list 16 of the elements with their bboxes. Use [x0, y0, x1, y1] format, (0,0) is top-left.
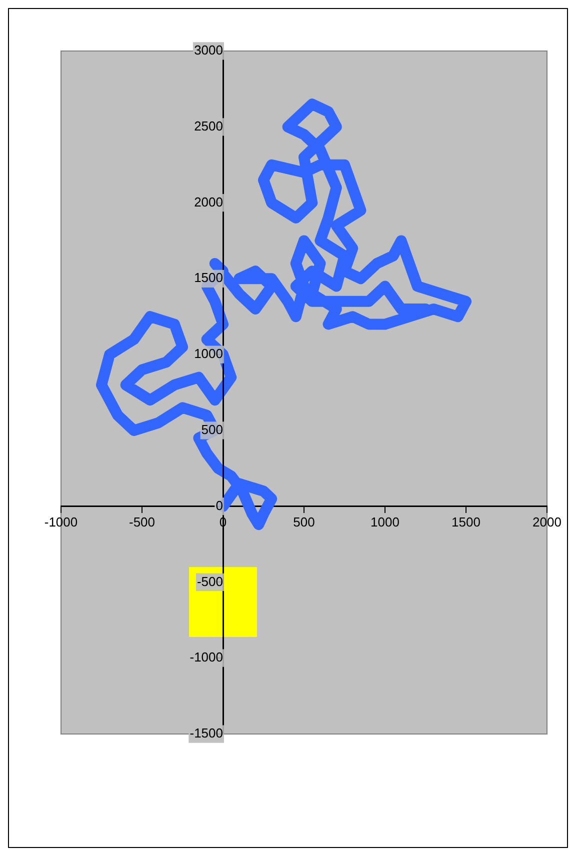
y-tick-label: -1500 [190, 726, 223, 741]
x-tick-label: 2000 [532, 514, 562, 530]
y-tick-label: 1000 [194, 346, 223, 362]
y-tick-label: 2500 [194, 118, 223, 134]
y-tick-label: 500 [201, 422, 223, 438]
x-tick-label: 1500 [452, 514, 480, 530]
y-tick-label: 0 [216, 498, 223, 513]
x-tick-label: 500 [293, 514, 315, 530]
y-tick-label: -500 [196, 574, 223, 589]
y-tick-label: -1000 [190, 650, 223, 665]
x-tick-label: -1000 [44, 514, 78, 530]
x-tick-label: -500 [128, 514, 156, 530]
y-tick-label: 2000 [194, 194, 223, 210]
y-tick-label: 1500 [194, 270, 223, 286]
x-tick-label: 1000 [370, 514, 400, 530]
y-tick-label: 3000 [194, 42, 223, 58]
